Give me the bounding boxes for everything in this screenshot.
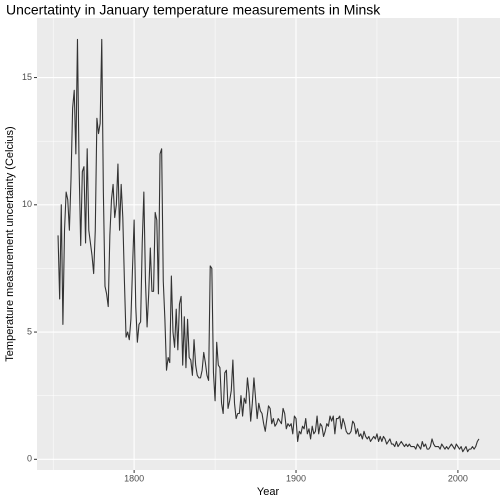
x-axis-label: Year bbox=[257, 486, 280, 498]
x-tick-label: 1800 bbox=[124, 473, 144, 483]
y-tick-label: 10 bbox=[22, 199, 32, 209]
y-tick-label: 5 bbox=[27, 326, 32, 336]
y-axis-label: Temperature measurement uncertainty (Cel… bbox=[4, 126, 16, 361]
panel bbox=[37, 18, 500, 470]
y-tick-label: 15 bbox=[22, 72, 32, 82]
x-tick-label: 2000 bbox=[448, 473, 468, 483]
chart-title: Uncertatinty in January temperature meas… bbox=[6, 2, 381, 18]
line bbox=[57, 38, 480, 453]
x-tick-label: 1900 bbox=[286, 473, 306, 483]
y-tick-label: 0 bbox=[27, 454, 32, 464]
